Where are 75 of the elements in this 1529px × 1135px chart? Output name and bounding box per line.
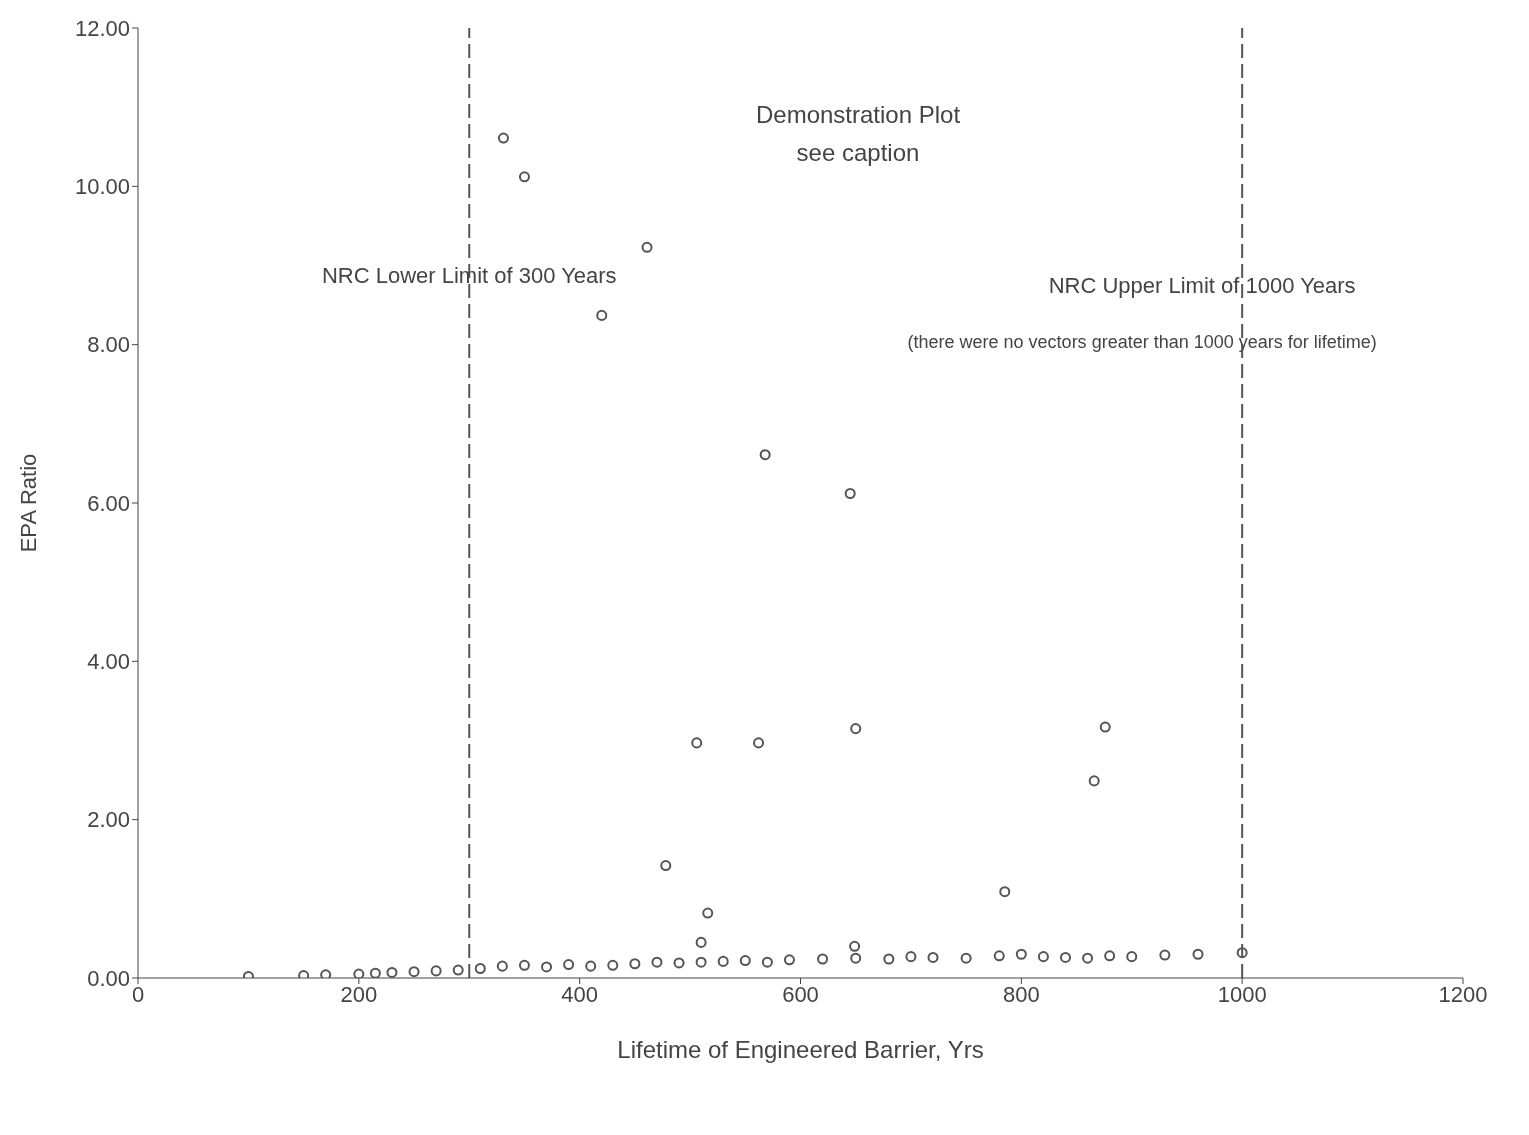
y-tick-label: 6.00 <box>87 490 130 516</box>
y-tick-label: 0.00 <box>87 965 130 991</box>
point <box>844 487 856 500</box>
point <box>883 953 895 965</box>
ref-line-label: NRC Upper Limit of 1000 Years <box>1048 273 1356 298</box>
point <box>518 171 530 183</box>
point <box>993 950 1005 962</box>
x-tick-label: 1000 <box>1217 981 1267 1007</box>
point <box>999 886 1011 898</box>
point <box>1236 947 1248 959</box>
point <box>585 960 597 972</box>
x-axis-title: Lifetime of Engineered Barrier, Yrs <box>617 1036 984 1063</box>
annotation: (there were no vectors greater than 1000 years for lifetime) <box>907 332 1377 352</box>
point <box>641 241 653 253</box>
point <box>353 968 365 978</box>
ref-line-label: NRC Lower Limit of 300 Years <box>321 263 617 288</box>
point <box>927 951 939 963</box>
x-tick-label: 600 <box>782 981 819 1007</box>
point <box>386 966 398 978</box>
text: Demonstration Plot <box>754 100 962 130</box>
point <box>1037 951 1049 963</box>
point <box>850 952 862 964</box>
point <box>960 952 972 964</box>
point <box>759 449 771 461</box>
y-tick-label: 12.00 <box>74 15 130 41</box>
point <box>673 957 685 969</box>
point <box>783 954 795 966</box>
y-tick-label: 10.00 <box>74 174 130 200</box>
point <box>691 737 703 749</box>
y-tick-label: 2.00 <box>87 807 130 833</box>
point <box>1126 951 1138 963</box>
point <box>1082 952 1094 964</box>
point <box>651 956 663 968</box>
x-tick-label: 800 <box>1002 981 1040 1007</box>
point <box>849 940 861 952</box>
point <box>817 953 829 965</box>
point <box>850 723 862 735</box>
point <box>474 962 486 975</box>
point <box>563 959 575 971</box>
point <box>369 967 381 978</box>
point <box>761 956 773 968</box>
point <box>1088 775 1100 787</box>
point <box>497 132 509 144</box>
point <box>1104 950 1116 962</box>
point <box>1192 948 1204 960</box>
point <box>430 965 442 977</box>
point <box>541 961 553 973</box>
point <box>695 956 707 968</box>
point <box>695 936 707 948</box>
point <box>596 309 608 321</box>
x-tick-label: 1200 <box>1438 981 1488 1007</box>
point <box>1159 949 1171 961</box>
point <box>739 955 751 967</box>
y-tick-label: 8.00 <box>87 332 130 358</box>
point <box>660 860 672 872</box>
point <box>702 907 714 919</box>
point <box>717 955 729 967</box>
point <box>518 959 530 971</box>
point <box>496 960 508 972</box>
point <box>753 737 765 749</box>
point <box>1099 721 1111 733</box>
y-tick-label: 4.00 <box>87 649 130 675</box>
point <box>452 964 464 976</box>
point <box>408 966 420 978</box>
point <box>607 959 619 971</box>
x-tick-label: 400 <box>561 981 599 1007</box>
y-axis-title: EPA Ratio <box>15 453 41 553</box>
point <box>629 958 641 970</box>
point <box>905 951 917 963</box>
text: see caption <box>795 138 921 168</box>
point <box>1059 951 1072 963</box>
point <box>320 969 332 978</box>
x-tick-label: 200 <box>340 981 378 1007</box>
point <box>1015 948 1027 960</box>
x-tick-label: 0 <box>131 981 145 1007</box>
